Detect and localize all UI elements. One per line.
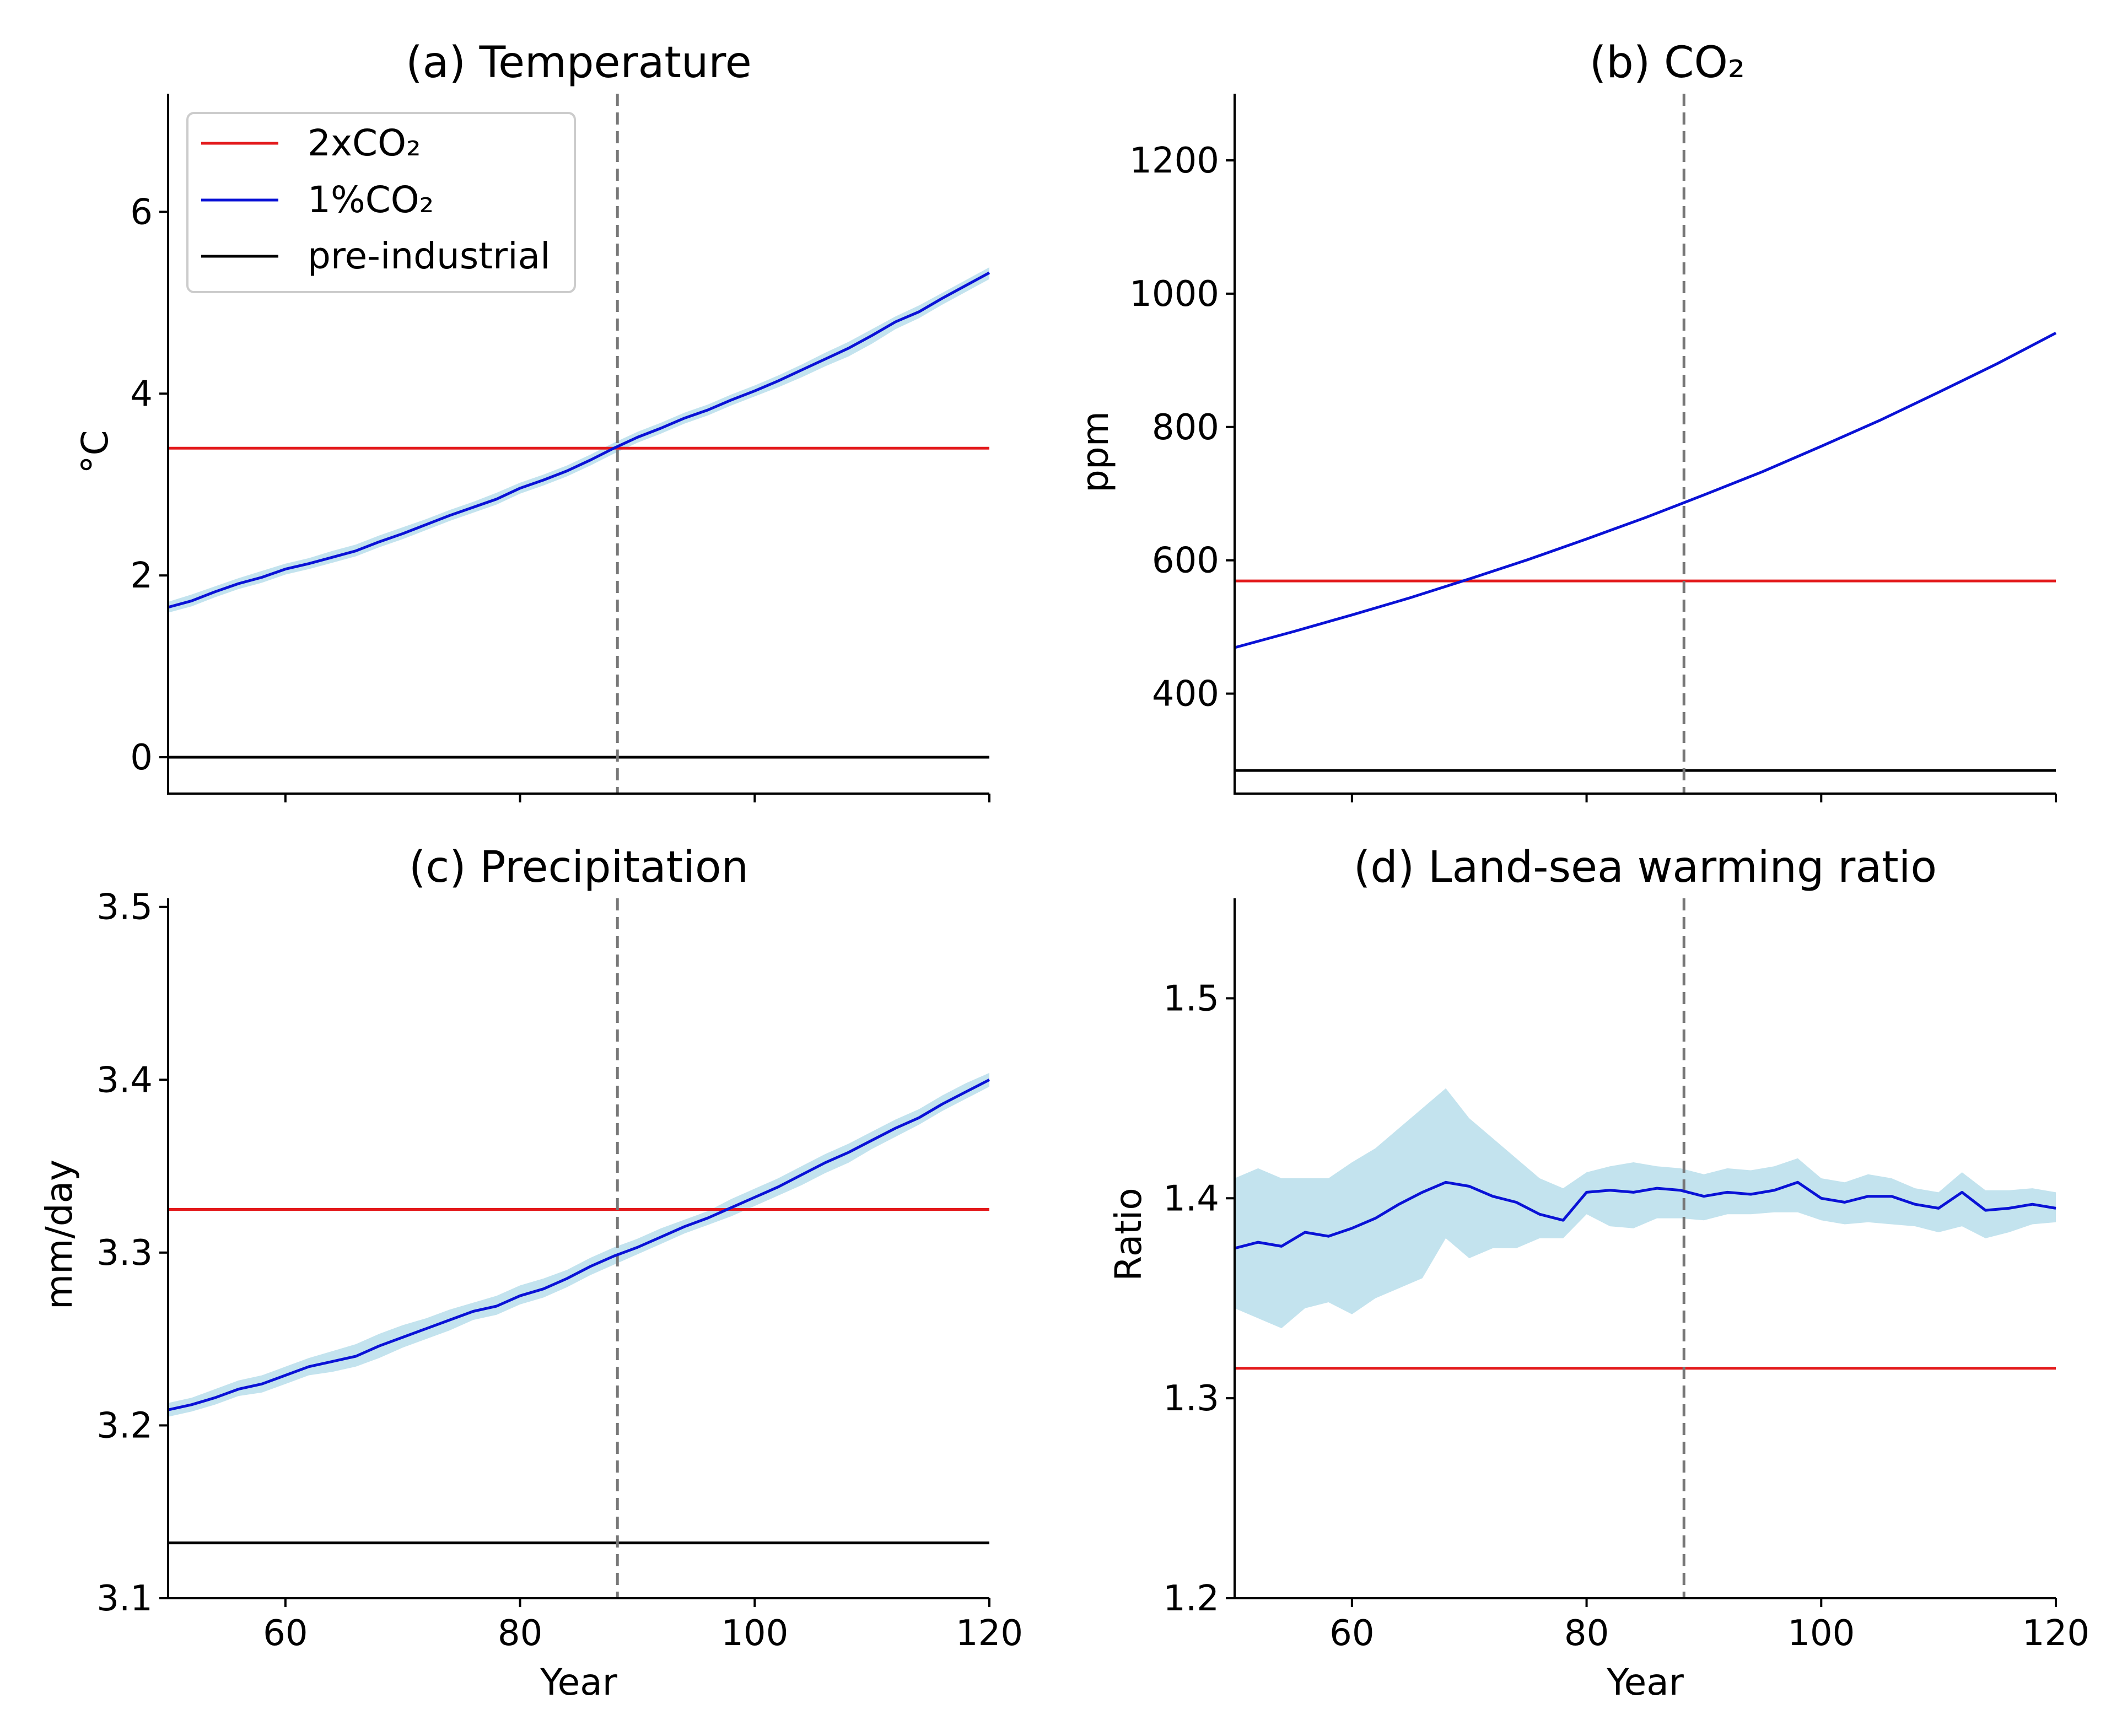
panel-b-y-label: ppm: [1074, 411, 1117, 493]
panel-b-y-tick-label: 1000: [1129, 274, 1219, 315]
panel-c-title: (c) Precipitation: [409, 843, 748, 892]
panel-b-plot-area: 400 600 800 1000 1200: [1129, 94, 2057, 802]
panel-c-x-label: Year: [540, 1661, 618, 1703]
panel-d-y-tick-label: 1.2: [1163, 1578, 1219, 1619]
panel-a-1pct-co2-line: [168, 271, 990, 609]
panel-a-plot-area: 0 2 4 6: [130, 94, 990, 802]
panel-c-x-tick-label: 80: [498, 1613, 542, 1654]
panel-a-y-label: °C: [74, 430, 116, 473]
legend-label-pre-industrial: pre-industrial: [308, 235, 550, 277]
panel-c-x-tick-label: 120: [956, 1613, 1023, 1654]
panel-a-y-tick-label: 6: [130, 192, 153, 233]
panel-c-y-label: mm/day: [38, 1160, 80, 1309]
panel-c-y-tick-label: 3.5: [96, 887, 153, 928]
panel-b-title: (b) CO₂: [1590, 38, 1745, 88]
panel-precipitation: (c) Precipitation mm/day Year 3.13.23.33…: [38, 843, 1023, 1703]
legend-box: [186, 112, 576, 293]
panel-d-x-tick-label: 60: [1329, 1613, 1374, 1654]
panel-b-y-tick-label: 800: [1152, 407, 1219, 448]
legend-label-2xco2: 2xCO₂: [308, 122, 421, 164]
panel-c-1pct-co2-line: [168, 1079, 990, 1411]
panel-c-y-tick-label: 3.1: [96, 1578, 153, 1619]
panel-d-x-tick-label: 120: [2022, 1613, 2089, 1654]
panel-b-y-tick-label: 400: [1152, 674, 1219, 715]
panel-temperature: (a) Temperature °C 0 2 4 6 2xCO₂ 1%CO₂ pre-…: [74, 38, 990, 802]
panel-d-x-tick-label: 80: [1564, 1613, 1609, 1654]
panel-c-x-tick-label: 100: [721, 1613, 788, 1654]
panel-a-legend: 2xCO₂ 1%CO₂ pre-industrial: [186, 112, 576, 293]
panel-a-title: (a) Temperature: [406, 38, 752, 88]
panel-d-x-label: Year: [1606, 1661, 1684, 1703]
panel-a-y-tick-label: 4: [130, 374, 153, 414]
panel-d-y-tick-label: 1.3: [1163, 1378, 1219, 1419]
panel-c-y-tick-label: 3.3: [96, 1233, 153, 1274]
panel-c-plot-area: 3.1 3.2 3.3 3.4 3.5 60 80 100 120: [96, 887, 1023, 1654]
panel-a-y-tick-label: 0: [130, 737, 153, 778]
panel-d-y-tick-label: 1.4: [1163, 1178, 1219, 1219]
legend-label-1pct-co2: 1%CO₂: [308, 179, 434, 221]
panel-d-x-tick-label: 100: [1787, 1613, 1855, 1654]
panel-a-y-tick-label: 2: [130, 556, 153, 596]
panel-d-title: (d) Land-sea warming ratio: [1354, 843, 1937, 892]
panel-c-x-tick-label: 60: [263, 1613, 308, 1654]
panel-d-spread-band: [1235, 1088, 2056, 1329]
panel-d-plot-area: 1.2 1.3 1.4 1.5 60 80 100 120: [1163, 898, 2089, 1654]
panel-b-y-tick-label: 600: [1152, 541, 1219, 581]
panel-c-y-tick-label: 3.4: [96, 1060, 153, 1101]
panel-c-y-tick-label: 3.2: [96, 1405, 153, 1446]
panel-b-1pct-co2-line: [1234, 331, 2057, 649]
panel-d-y-tick-label: 1.5: [1163, 978, 1219, 1019]
panel-a-spread-band: [168, 267, 989, 613]
panel-d-y-label: Ratio: [1107, 1188, 1150, 1281]
panel-land-sea-ratio: (d) Land-sea warming ratio Ratio Year 1.…: [1107, 843, 2089, 1703]
panel-d-1pct-co2-line: [1234, 1180, 2056, 1250]
panel-co2: (b) CO₂ ppm 400 600 800 1000 1200: [1074, 38, 2057, 802]
panel-c-spread-band: [168, 1072, 989, 1417]
panel-b-y-tick-label: 1200: [1129, 141, 1219, 181]
